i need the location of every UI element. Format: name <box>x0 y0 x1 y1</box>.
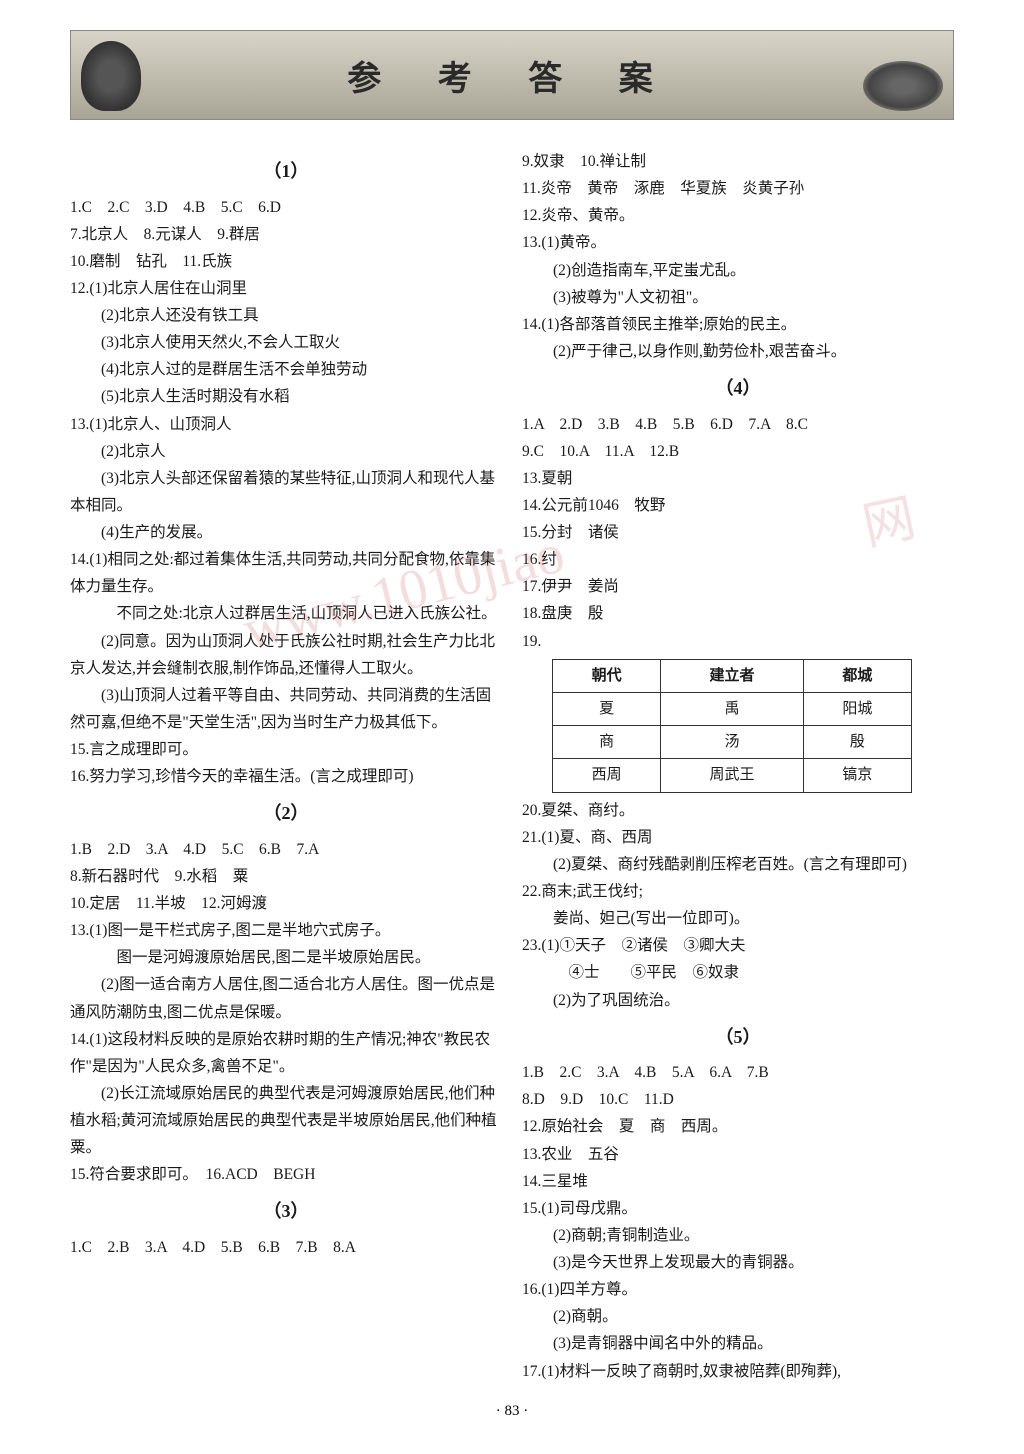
answer-line: 8.D 9.D 10.C 11.D <box>522 1086 954 1113</box>
header-banner: 参 考 答 案 <box>70 30 954 120</box>
answer-line: 18.盘庚 殷 <box>522 600 954 627</box>
answer-line: 15.分封 诸侯 <box>522 519 954 546</box>
table-cell: 西周 <box>553 759 661 792</box>
table-header: 朝代 <box>553 659 661 692</box>
answer-line: (2)同意。因为山顶洞人处于氏族公社时期,社会生产力比北京人发达,并会缝制衣服,… <box>70 628 502 682</box>
table-cell: 阳城 <box>803 692 911 725</box>
answer-line: 13.夏朝 <box>522 465 954 492</box>
table-row: 夏 禹 阳城 <box>553 692 912 725</box>
answer-line: (2)为了巩固统治。 <box>522 987 954 1014</box>
answer-line: 不同之处:北京人过群居生活,山顶洞人已进入氏族公社。 <box>70 600 502 627</box>
right-column: 9.奴隶 10.禅让制 11.炎帝 黄帝 涿鹿 华夏族 炎黄子孙 12.炎帝、黄… <box>522 148 954 1385</box>
answer-line: 14.公元前1046 牧野 <box>522 492 954 519</box>
table-cell: 殷 <box>803 726 911 759</box>
answer-line: 14.三星堆 <box>522 1168 954 1195</box>
answer-line: 22.商末;武王伐纣; <box>522 878 954 905</box>
answer-line: 16.努力学习,珍惜今天的幸福生活。(言之成理即可) <box>70 763 502 790</box>
answer-line: 姜尚、妲己(写出一位即可)。 <box>522 905 954 932</box>
answer-line: 15.符合要求即可。 16.ACD BEGH <box>70 1161 502 1188</box>
page-title: 参 考 答 案 <box>347 51 677 100</box>
section-3-heading: （3） <box>70 1196 502 1228</box>
answer-line: 15.(1)司母戊鼎。 <box>522 1195 954 1222</box>
answer-line: 8.新石器时代 9.水稻 粟 <box>70 863 502 890</box>
answer-line: 17.(1)材料一反映了商朝时,奴隶被陪葬(即殉葬), <box>522 1358 954 1385</box>
answer-line: 14.(1)相同之处:都过着集体生活,共同劳动,共同分配食物,依靠集体力量生存。 <box>70 546 502 600</box>
answer-line: 13.农业 五谷 <box>522 1141 954 1168</box>
section-5-heading: （5） <box>522 1022 954 1054</box>
answer-line: (4)生产的发展。 <box>70 519 502 546</box>
section-4-heading: （4） <box>522 373 954 405</box>
answer-line: (3)被尊为"人文初祖"。 <box>522 284 954 311</box>
answer-line: 20.夏桀、商纣。 <box>522 797 954 824</box>
answer-line: 1.A 2.D 3.B 4.B 5.B 6.D 7.A 8.C <box>522 411 954 438</box>
answer-line: (2)夏桀、商纣残酷剥削压榨老百姓。(言之有理即可) <box>522 851 954 878</box>
answer-line: 10.磨制 钻孔 11.氏族 <box>70 248 502 275</box>
answer-line: 21.(1)夏、商、西周 <box>522 824 954 851</box>
table-row: 商 汤 殷 <box>553 726 912 759</box>
answer-line: 13.(1)图一是干栏式房子,图二是半地穴式房子。 <box>70 917 502 944</box>
answer-line: (5)北京人生活时期没有水稻 <box>70 383 502 410</box>
answer-line: 12.原始社会 夏 商 西周。 <box>522 1113 954 1140</box>
answer-line: (4)北京人过的是群居生活不会单独劳动 <box>70 356 502 383</box>
answer-line: 1.B 2.C 3.A 4.B 5.A 6.A 7.B <box>522 1059 954 1086</box>
answer-line: 16.(1)四羊方尊。 <box>522 1276 954 1303</box>
table-cell: 商 <box>553 726 661 759</box>
answer-line: (3)是今天世界上发现最大的青铜器。 <box>522 1249 954 1276</box>
answer-line: (2)严于律己,以身作则,勤劳俭朴,艰苦奋斗。 <box>522 338 954 365</box>
answer-line: 11.炎帝 黄帝 涿鹿 华夏族 炎黄子孙 <box>522 175 954 202</box>
answer-line: (3)是青铜器中闻名中外的精品。 <box>522 1330 954 1357</box>
answer-line: (2)创造指南车,平定蚩尤乱。 <box>522 257 954 284</box>
answer-line: 7.北京人 8.元谋人 9.群居 <box>70 221 502 248</box>
answer-line: 9.奴隶 10.禅让制 <box>522 148 954 175</box>
content-columns: （1） 1.C 2.C 3.D 4.B 5.C 6.D 7.北京人 8.元谋人 … <box>70 148 954 1385</box>
answer-line: ④士 ⑤平民 ⑥奴隶 <box>522 959 954 986</box>
answer-line: 1.C 2.B 3.A 4.D 5.B 6.B 7.B 8.A <box>70 1234 502 1261</box>
answer-line: (2)长江流域原始居民的典型代表是河姆渡原始居民,他们种植水稻;黄河流域原始居民… <box>70 1080 502 1161</box>
answer-line: (3)北京人使用天然火,不会人工取火 <box>70 329 502 356</box>
answer-line: 12.炎帝、黄帝。 <box>522 202 954 229</box>
answer-line: (2)北京人还没有铁工具 <box>70 302 502 329</box>
section-1-heading: （1） <box>70 156 502 188</box>
answer-line: 13.(1)黄帝。 <box>522 229 954 256</box>
answer-line: 23.(1)①天子 ②诸侯 ③卿大夫 <box>522 932 954 959</box>
table-cell: 周武王 <box>661 759 804 792</box>
answer-line: (2)北京人 <box>70 438 502 465</box>
table-row: 朝代 建立者 都城 <box>553 659 912 692</box>
answer-line: 13.(1)北京人、山顶洞人 <box>70 411 502 438</box>
answer-line: 12.(1)北京人居住在山洞里 <box>70 275 502 302</box>
dynasty-table: 朝代 建立者 都城 夏 禹 阳城 商 汤 殷 西周 周武王 镐京 <box>552 659 912 793</box>
answer-line: 19. <box>522 628 954 655</box>
answer-line: (3)山顶洞人过着平等自由、共同劳动、共同消费的生活固然可嘉,但绝不是"天堂生活… <box>70 682 502 736</box>
table-header: 建立者 <box>661 659 804 692</box>
answer-line: (2)商朝;青铜制造业。 <box>522 1222 954 1249</box>
answer-line: 16.纣 <box>522 546 954 573</box>
table-row: 西周 周武王 镐京 <box>553 759 912 792</box>
answer-line: (3)北京人头部还保留着猿的某些特征,山顶洞人和现代人基本相同。 <box>70 465 502 519</box>
page-number: · 83 · <box>70 1403 954 1420</box>
answer-line: 15.言之成理即可。 <box>70 736 502 763</box>
answer-line: 图一是河姆渡原始居民,图二是半坡原始居民。 <box>70 944 502 971</box>
answer-line: (2)商朝。 <box>522 1303 954 1330</box>
answer-line: 10.定居 11.半坡 12.河姆渡 <box>70 890 502 917</box>
section-2-heading: （2） <box>70 798 502 830</box>
answer-line: (2)图一适合南方人居住,图二适合北方人居住。图一优点是通风防潮防虫,图二优点是… <box>70 971 502 1025</box>
answer-line: 9.C 10.A 11.A 12.B <box>522 438 954 465</box>
answer-line: 17.伊尹 姜尚 <box>522 573 954 600</box>
page-container: 参 考 答 案 www.1010jiao 网 （1） 1.C 2.C 3.D 4… <box>0 0 1024 1450</box>
answer-line: 14.(1)各部落首领民主推举;原始的民主。 <box>522 311 954 338</box>
left-column: （1） 1.C 2.C 3.D 4.B 5.C 6.D 7.北京人 8.元谋人 … <box>70 148 502 1385</box>
answer-line: 14.(1)这段材料反映的是原始农耕时期的生产情况;神农"教民农作"是因为"人民… <box>70 1026 502 1080</box>
answer-line: 1.B 2.D 3.A 4.D 5.C 6.B 7.A <box>70 836 502 863</box>
table-cell: 汤 <box>661 726 804 759</box>
table-header: 都城 <box>803 659 911 692</box>
table-cell: 禹 <box>661 692 804 725</box>
table-cell: 镐京 <box>803 759 911 792</box>
table-cell: 夏 <box>553 692 661 725</box>
answer-line: 1.C 2.C 3.D 4.B 5.C 6.D <box>70 194 502 221</box>
